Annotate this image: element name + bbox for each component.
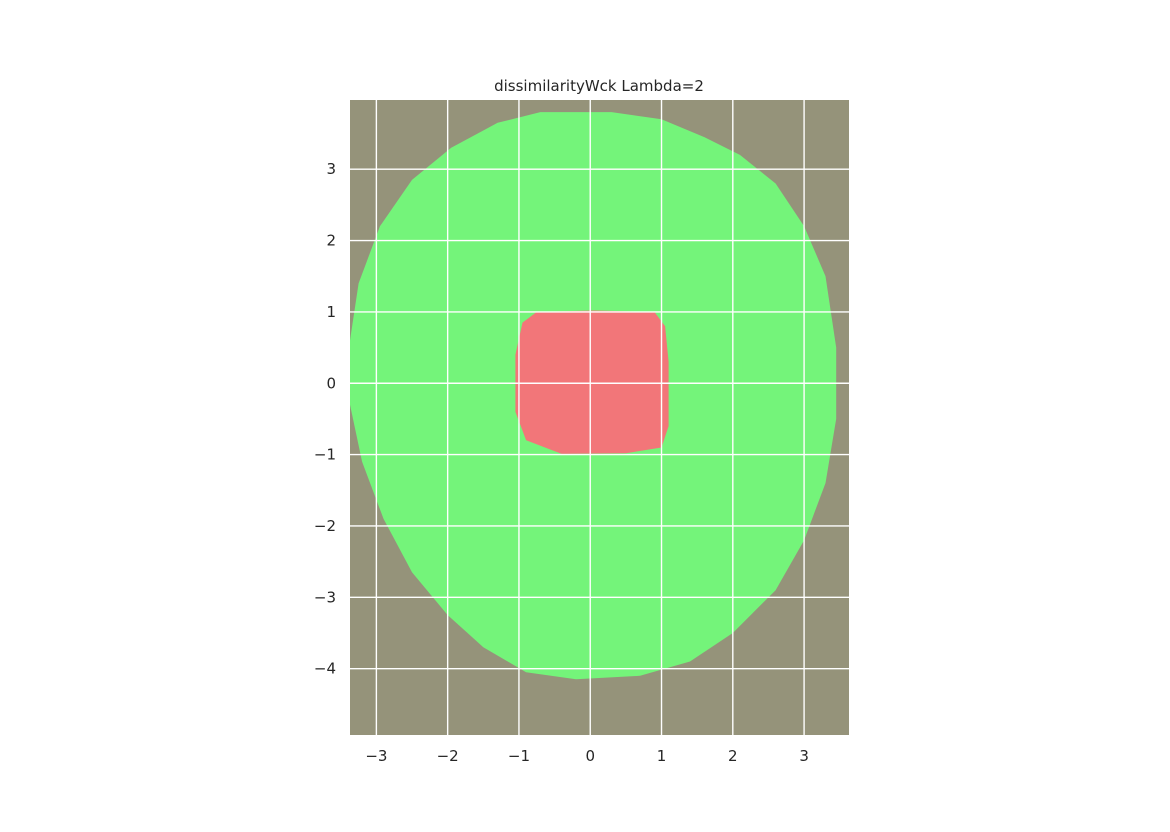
x-axis-ticks: −3 −2 −1 0 1 2 3 [365, 747, 809, 765]
region-inner [515, 310, 669, 454]
x-tick-label: 3 [799, 747, 809, 765]
x-tick-label: −3 [365, 747, 387, 765]
y-tick-label: 2 [326, 232, 336, 250]
decision-regions [350, 112, 837, 680]
chart-title: dissimilarityWck Lambda=2 [494, 77, 704, 95]
plot-area [350, 100, 849, 735]
y-tick-label: −4 [314, 660, 336, 678]
grid-lines [350, 100, 849, 735]
y-tick-label: −1 [314, 446, 336, 464]
y-tick-label: 0 [326, 374, 336, 392]
y-tick-label: 1 [326, 303, 336, 321]
x-tick-label: 1 [657, 747, 667, 765]
x-tick-label: −1 [508, 747, 530, 765]
x-tick-label: 2 [728, 747, 738, 765]
y-axis-ticks: 3 2 1 0 −1 −2 −3 −4 [314, 160, 336, 677]
x-tick-label: −2 [437, 747, 459, 765]
y-tick-label: 3 [326, 160, 336, 178]
y-tick-label: −2 [314, 517, 336, 535]
x-tick-label: 0 [585, 747, 595, 765]
y-tick-label: −3 [314, 588, 336, 606]
